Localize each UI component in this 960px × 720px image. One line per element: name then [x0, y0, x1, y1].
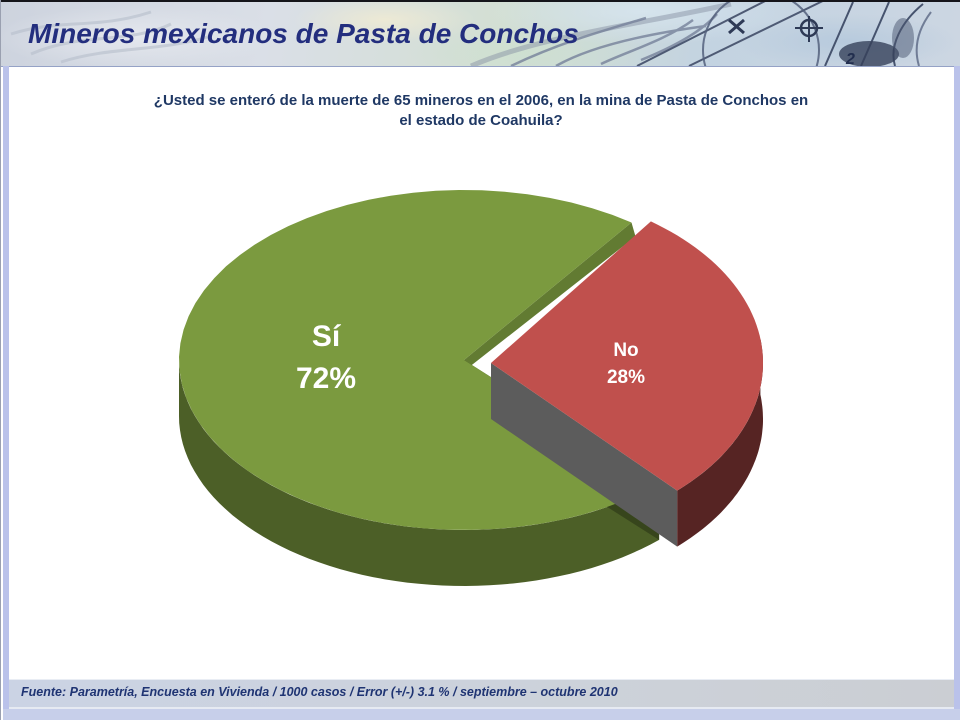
sketch-x-mark-icon [728, 18, 745, 35]
sketch-branches [510, 13, 718, 66]
left-border-strip [3, 66, 9, 720]
pie-label-yes-percent: 72% [295, 362, 357, 395]
pie-label-no: No [613, 340, 639, 361]
red-cut-face-gray [491, 363, 678, 547]
red-side-face [677, 338, 763, 547]
pie-label-no-percent: 28% [606, 367, 646, 388]
chart-question-title: ¿Usted se enteró de la muerte de 65 mine… [153, 92, 809, 130]
sketch-right-curve [915, 11, 932, 66]
pie-label-yes: Sí [311, 320, 341, 353]
header-sketch-art: 2 [10, 2, 932, 66]
sketch-large-circle [702, 2, 820, 66]
sketch-numeral-2: 2 [845, 51, 855, 66]
slide-title: Mineros mexicanos de Pasta de Conchos [28, 18, 579, 49]
red-slice-top [491, 221, 763, 491]
footer-bar: Fuente: Parametría, Encuesta en Vivienda… [9, 679, 954, 709]
slide-header: 2 Mineros mexicanos de Pasta de Conchos [1, 2, 960, 67]
sketch-diagonal-lines [636, 2, 823, 66]
right-border-strip [954, 66, 960, 720]
top-edge-line [1, 0, 960, 2]
green-cut-face-upper [464, 222, 636, 368]
green-side-face [179, 360, 660, 586]
source-note: Fuente: Parametría, Encuesta en Vivienda… [21, 685, 618, 699]
sketch-ink-blob [839, 41, 899, 66]
sketch-ink-blob-small [892, 18, 914, 58]
bottom-border-strip [3, 709, 960, 720]
sketch-branch-trunk [470, 2, 732, 66]
sketch-compass-cross-icon [795, 16, 823, 42]
sketch-light-branches [10, 10, 212, 64]
